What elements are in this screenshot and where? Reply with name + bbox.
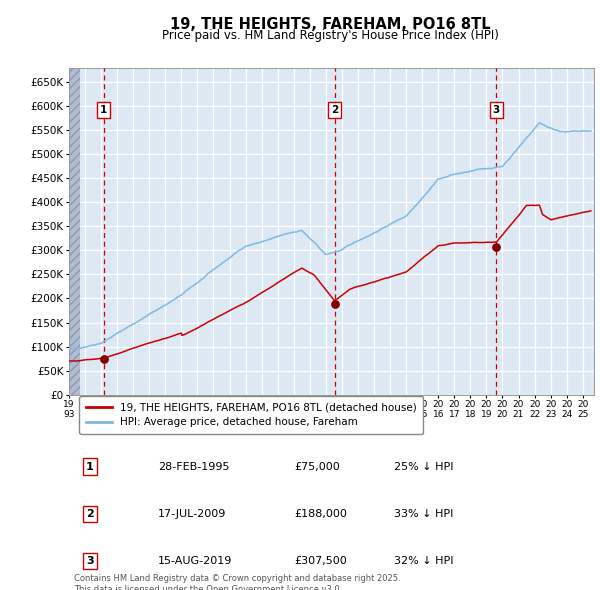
Bar	[69, 68, 80, 395]
Text: 17-JUL-2009: 17-JUL-2009	[158, 509, 227, 519]
Text: 33% ↓ HPI: 33% ↓ HPI	[395, 509, 454, 519]
Text: 3: 3	[86, 556, 94, 566]
Text: 3: 3	[493, 106, 500, 115]
Point	[491, 242, 501, 251]
Text: Contains HM Land Registry data © Crown copyright and database right 2025.
This d: Contains HM Land Registry data © Crown c…	[74, 574, 401, 590]
Point	[330, 300, 340, 309]
Text: 1: 1	[86, 461, 94, 471]
Text: 32% ↓ HPI: 32% ↓ HPI	[395, 556, 454, 566]
Text: £307,500: £307,500	[295, 556, 347, 566]
Text: 1: 1	[100, 106, 107, 115]
Text: Price paid vs. HM Land Registry's House Price Index (HPI): Price paid vs. HM Land Registry's House …	[161, 30, 499, 42]
Text: 25% ↓ HPI: 25% ↓ HPI	[395, 461, 454, 471]
Text: 2: 2	[86, 509, 94, 519]
Text: £188,000: £188,000	[295, 509, 347, 519]
Text: £75,000: £75,000	[295, 461, 341, 471]
Text: 15-AUG-2019: 15-AUG-2019	[158, 556, 233, 566]
Legend: 19, THE HEIGHTS, FAREHAM, PO16 8TL (detached house), HPI: Average price, detache: 19, THE HEIGHTS, FAREHAM, PO16 8TL (deta…	[79, 396, 423, 434]
Text: 19, THE HEIGHTS, FAREHAM, PO16 8TL: 19, THE HEIGHTS, FAREHAM, PO16 8TL	[170, 17, 490, 31]
Text: 2: 2	[331, 106, 338, 115]
Text: 28-FEB-1995: 28-FEB-1995	[158, 461, 230, 471]
Point	[99, 354, 109, 363]
